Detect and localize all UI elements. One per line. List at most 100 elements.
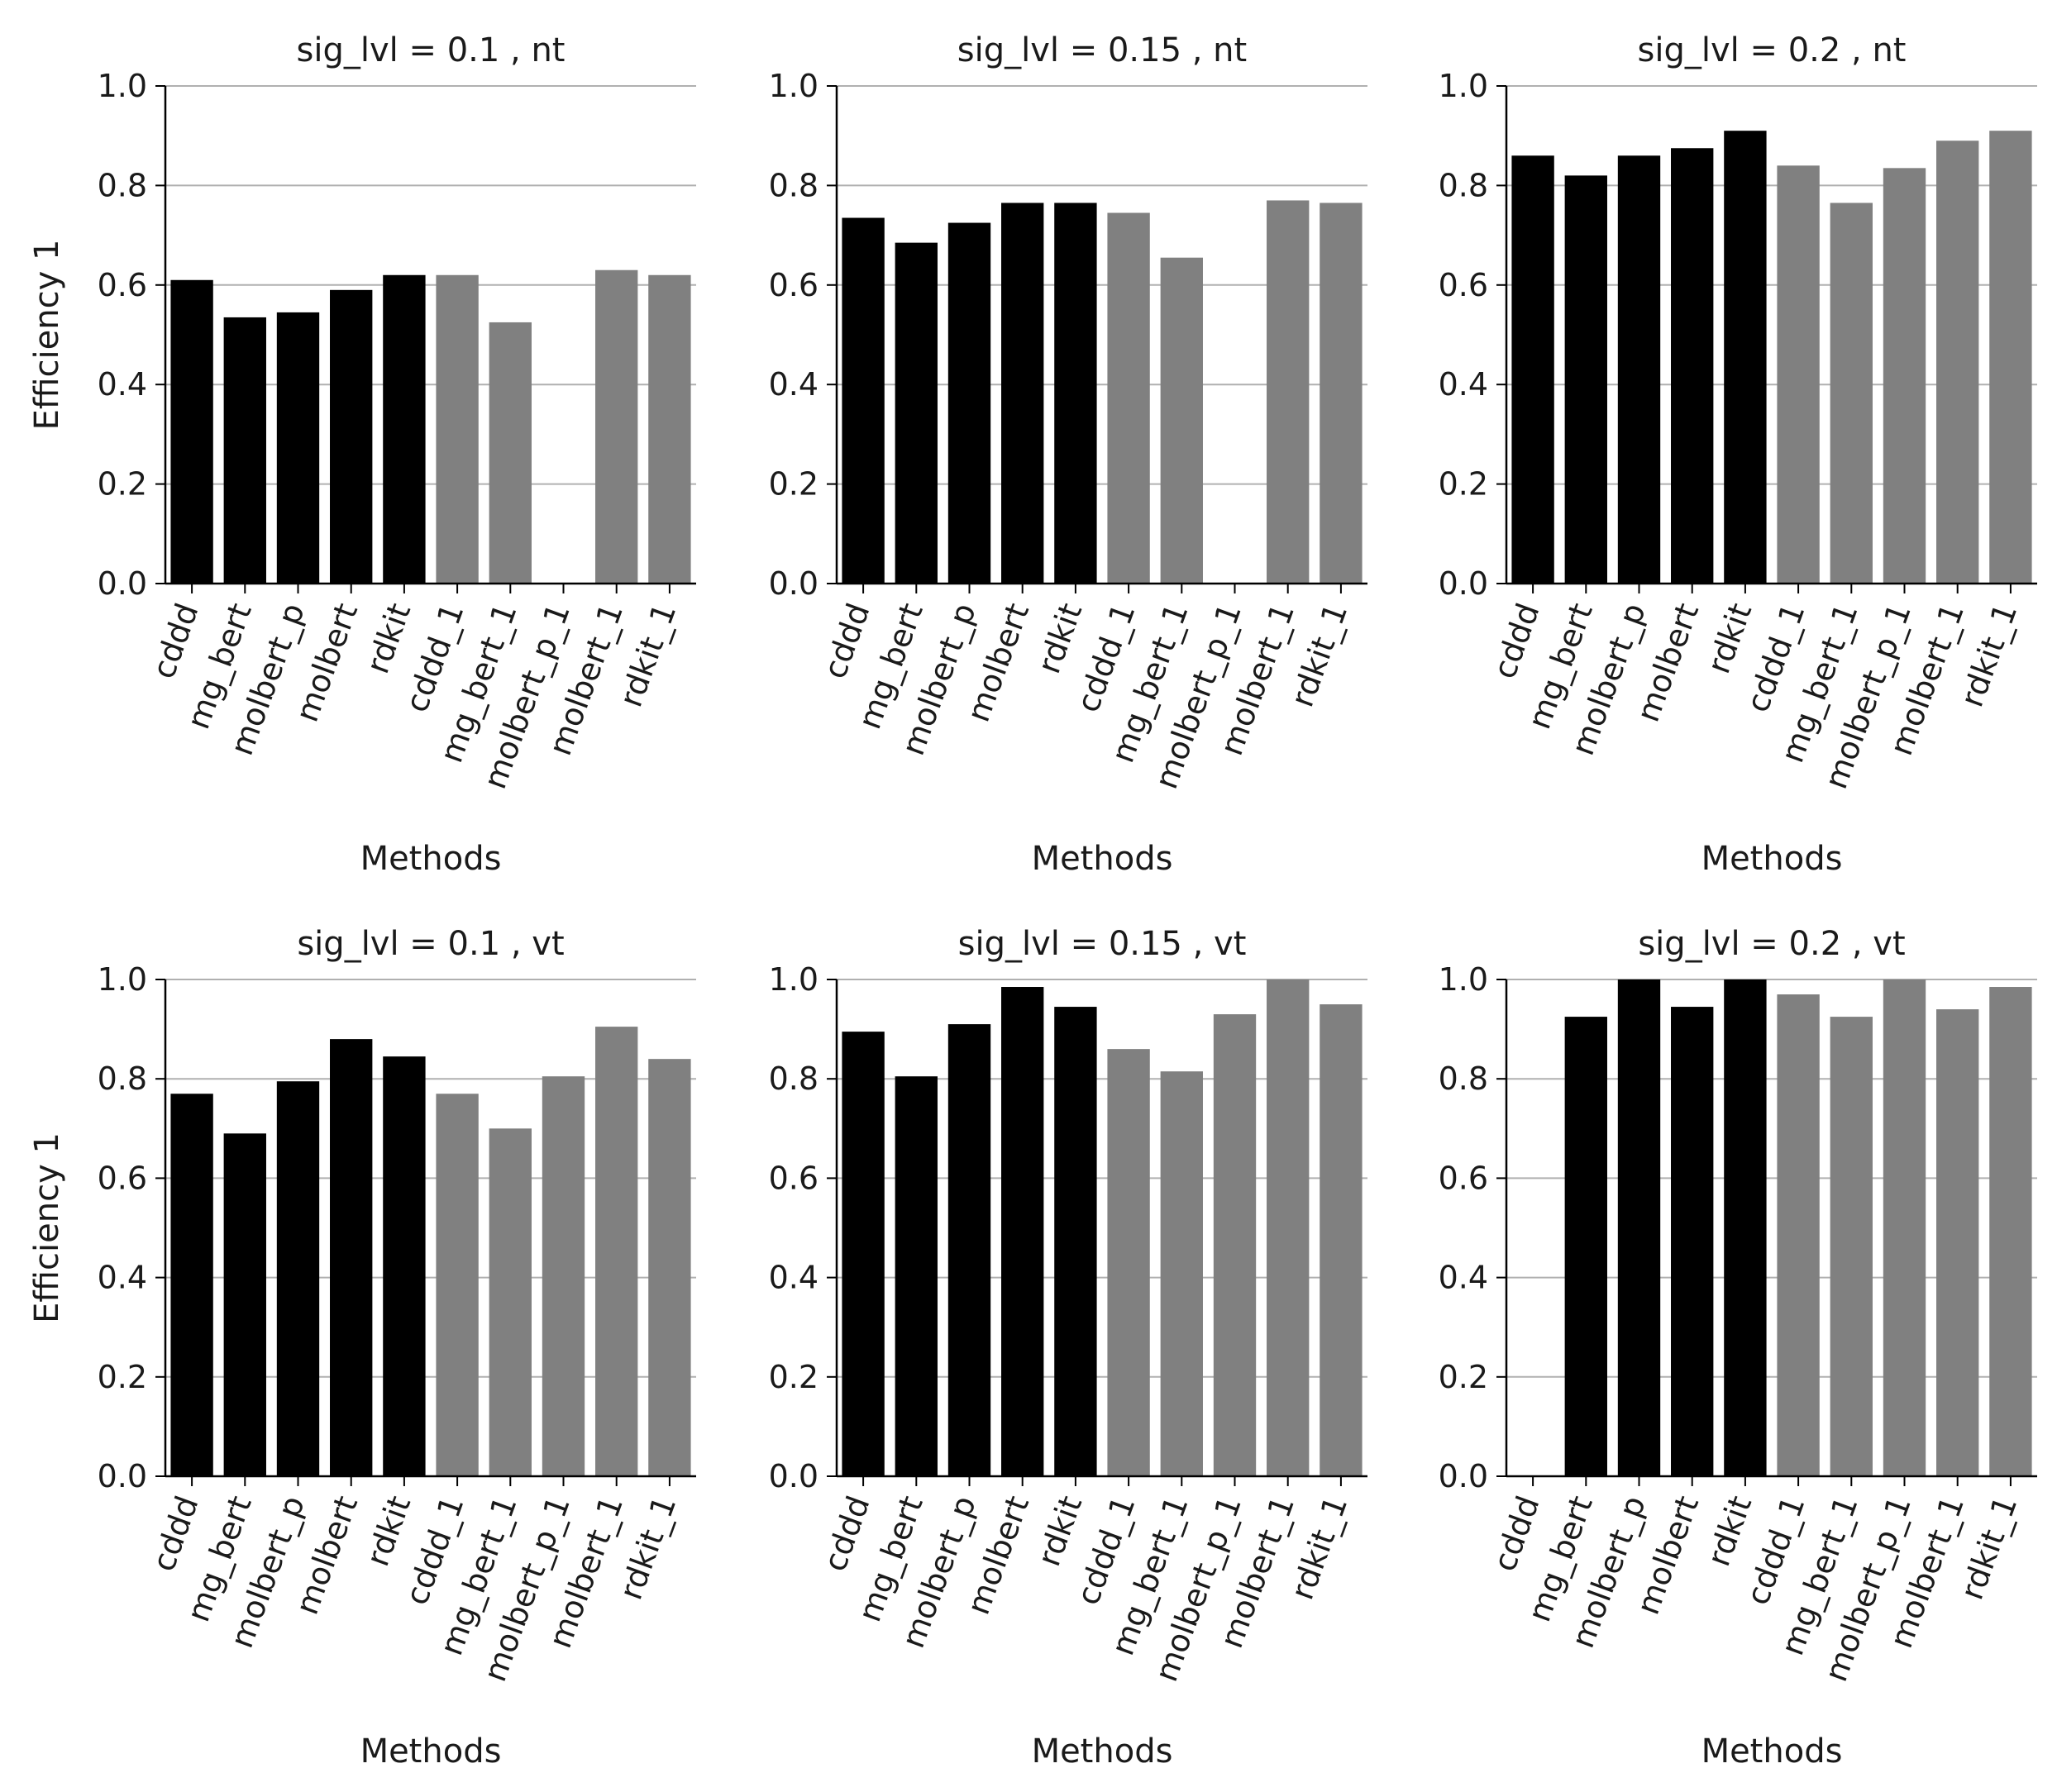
bar-mg_bert_1 <box>489 1128 532 1476</box>
x-tick-label: cddd <box>816 1491 876 1576</box>
chart-title: sig_lvl = 0.1 , nt <box>297 31 566 69</box>
chart-panel-1: 0.00.20.40.60.81.0cdddmg_bertmolbert_pmo… <box>28 31 696 878</box>
y-tick-label: 1.0 <box>769 68 819 104</box>
chart-panel-6: 0.00.20.40.60.81.0cdddmg_bertmolbert_pmo… <box>1439 925 2037 1771</box>
chart-title: sig_lvl = 0.15 , vt <box>958 925 1247 963</box>
y-tick-label: 0.2 <box>1439 1359 1488 1395</box>
bar-mg_bert_1 <box>489 322 532 584</box>
bar-mg_bert <box>1564 175 1607 584</box>
bar-molbert <box>1671 1007 1714 1476</box>
bar-mg_bert <box>1564 1017 1607 1476</box>
y-tick-label: 0.6 <box>1439 267 1488 303</box>
bar-molbert <box>330 289 373 584</box>
y-tick-label: 1.0 <box>1439 68 1488 104</box>
y-tick-label: 1.0 <box>98 68 147 104</box>
bar-molbert_1 <box>1267 200 1310 584</box>
bar-molbert_1 <box>595 1027 638 1476</box>
bar-rdkit_1 <box>1320 203 1363 584</box>
bar-molbert_p <box>947 1024 991 1476</box>
x-tick-label: cddd <box>145 598 205 684</box>
y-tick-label: 0.2 <box>769 466 819 503</box>
y-tick-label: 1.0 <box>1439 961 1488 998</box>
y-tick-label: 0.8 <box>98 1060 147 1097</box>
y-tick-label: 0.0 <box>98 1458 147 1494</box>
bar-cddd <box>170 279 213 584</box>
x-tick-label: cddd <box>145 1491 205 1576</box>
bar-molbert_p_1 <box>1883 168 1926 584</box>
x-tick-label: cddd <box>1486 1491 1546 1576</box>
x-axis-label: Methods <box>1701 840 1843 878</box>
x-tick-label: rdkit <box>1700 1491 1759 1570</box>
y-tick-label: 0.4 <box>1439 366 1488 403</box>
bar-molbert_p <box>276 312 320 584</box>
chart-title: sig_lvl = 0.15 , nt <box>957 31 1247 69</box>
bar-cddd <box>842 217 885 584</box>
bar-cddd <box>170 1094 213 1476</box>
bar-molbert_p <box>1617 979 1661 1476</box>
bar-molbert_1 <box>595 269 638 584</box>
bar-molbert_p_1 <box>1883 979 1926 1476</box>
x-axis-label: Methods <box>360 840 502 878</box>
bar-molbert_1 <box>1936 1009 1979 1476</box>
y-tick-label: 0.6 <box>769 1160 819 1196</box>
y-tick-label: 0.2 <box>98 466 147 503</box>
y-tick-label: 0.8 <box>1439 1060 1488 1097</box>
y-tick-label: 0.2 <box>98 1359 147 1395</box>
y-tick-label: 0.8 <box>98 167 147 203</box>
y-tick-label: 0.2 <box>769 1359 819 1395</box>
bar-cddd_1 <box>436 274 479 584</box>
x-tick-label: rdkit <box>1700 598 1759 678</box>
y-axis-label: Efficiency 1 <box>28 240 66 431</box>
x-tick-label: rdkit <box>1030 1491 1089 1570</box>
y-tick-label: 0.0 <box>1439 565 1488 602</box>
bar-mg_bert <box>223 317 266 584</box>
bar-molbert <box>330 1039 373 1476</box>
bar-molbert_p <box>276 1081 320 1476</box>
bar-rdkit_1 <box>1320 1004 1363 1476</box>
chart-title: sig_lvl = 0.2 , nt <box>1638 31 1907 69</box>
bar-rdkit_1 <box>648 274 691 584</box>
y-tick-label: 0.0 <box>1439 1458 1488 1494</box>
bar-mg_bert <box>223 1133 266 1476</box>
y-tick-label: 0.4 <box>769 366 819 403</box>
y-tick-label: 0.6 <box>769 267 819 303</box>
x-axis-label: Methods <box>1032 1732 1173 1771</box>
y-tick-label: 1.0 <box>769 961 819 998</box>
bar-rdkit_1 <box>1989 987 2032 1476</box>
bar-cddd <box>842 1032 885 1476</box>
chart-panel-4: 0.00.20.40.60.81.0cdddmg_bertmolbert_pmo… <box>28 925 696 1771</box>
bar-rdkit <box>1724 979 1767 1476</box>
y-tick-label: 0.4 <box>1439 1260 1488 1296</box>
chart-title: sig_lvl = 0.2 , vt <box>1638 925 1905 963</box>
bar-cddd_1 <box>1107 212 1150 584</box>
bar-molbert_p <box>947 222 991 584</box>
bar-rdkit_1 <box>648 1059 691 1476</box>
bar-mg_bert <box>895 242 938 584</box>
bar-rdkit_1 <box>1989 131 2032 584</box>
y-tick-label: 0.4 <box>98 366 147 403</box>
bar-cddd_1 <box>1777 994 1820 1476</box>
bar-rdkit <box>383 1056 426 1476</box>
bar-molbert_1 <box>1267 979 1310 1476</box>
bar-molbert <box>1671 148 1714 584</box>
y-tick-label: 0.4 <box>769 1260 819 1296</box>
y-tick-label: 0.0 <box>769 565 819 602</box>
chart-panel-2: 0.00.20.40.60.81.0cdddmg_bertmolbert_pmo… <box>769 31 1367 878</box>
y-tick-label: 0.2 <box>1439 466 1488 503</box>
bar-mg_bert_1 <box>1160 257 1203 584</box>
chart-title: sig_lvl = 0.1 , vt <box>297 925 564 963</box>
bar-rdkit <box>1054 203 1097 584</box>
bar-cddd_1 <box>436 1094 479 1476</box>
bar-mg_bert_1 <box>1160 1071 1203 1476</box>
bar-molbert_1 <box>1936 141 1979 584</box>
x-axis-label: Methods <box>1701 1732 1843 1771</box>
y-tick-label: 0.4 <box>98 1260 147 1296</box>
bar-molbert <box>1001 203 1044 584</box>
y-tick-label: 0.6 <box>98 267 147 303</box>
x-tick-label: rdkit <box>359 598 418 678</box>
bar-rdkit <box>1724 131 1767 584</box>
x-tick-label: rdkit <box>359 1491 418 1570</box>
bar-mg_bert_1 <box>1830 203 1873 584</box>
bar-molbert_p <box>1617 155 1661 584</box>
